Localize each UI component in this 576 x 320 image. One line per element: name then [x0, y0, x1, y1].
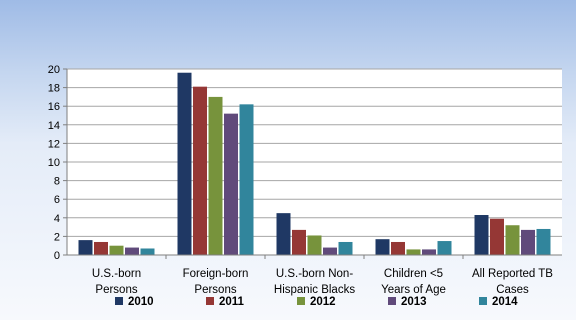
bar-2011-cat-2 [292, 229, 306, 255]
bar-2012-cat-3 [406, 249, 421, 255]
category-label: Foreign-born [183, 268, 249, 280]
bar-2014-cat-3 [437, 241, 452, 255]
legend-item-2014: 2014 [479, 296, 518, 308]
legend-item-2010: 2010 [115, 296, 154, 308]
legend-label: 2014 [492, 296, 518, 308]
category-label: Hispanic Blacks [274, 284, 355, 296]
y-tick-label: 2 [54, 231, 60, 243]
category-label: U.S.-born [92, 268, 141, 280]
bar-2010-cat-0 [78, 240, 93, 255]
legend-item-2012: 2012 [297, 296, 336, 308]
bar-2012-cat-2 [307, 235, 322, 255]
legend-item-2013: 2013 [388, 296, 427, 308]
bar-2012-cat-0 [109, 245, 124, 255]
bar-2014-cat-4 [536, 228, 551, 255]
bar-2011-cat-1 [193, 86, 207, 255]
gridlines [67, 68, 562, 255]
bar-2011-cat-3 [391, 241, 405, 255]
category-label: All Reported TB [472, 268, 553, 280]
bar-2014-cat-2 [338, 241, 353, 255]
bar-2013-cat-2 [323, 247, 337, 255]
legend-swatch [115, 297, 123, 305]
legend-swatch [206, 297, 214, 305]
bar-2013-cat-4 [521, 229, 535, 255]
category-label: Years of Age [381, 284, 446, 296]
legend-label: 2012 [310, 296, 336, 308]
legend-swatch [479, 297, 487, 305]
y-tick-label: 8 [54, 176, 60, 188]
legend-label: 2011 [219, 296, 245, 308]
y-tick-label: 14 [48, 120, 60, 132]
category-label: Children <5 [384, 268, 443, 280]
legend-item-2011: 2011 [206, 296, 245, 308]
y-tick-label: 10 [48, 157, 60, 169]
category-labels: U.S.-born Persons Foreign-born Persons U.S.-… [92, 268, 553, 296]
bar-2012-cat-1 [208, 96, 223, 256]
legend-label: 2010 [128, 296, 154, 308]
bar-2013-cat-1 [224, 113, 238, 255]
legend-swatch [297, 297, 305, 305]
category-label: Cases [496, 284, 529, 296]
bar-2014-cat-1 [239, 104, 254, 255]
y-tick-label: 18 [48, 83, 60, 95]
bar-2014-cat-0 [140, 248, 155, 255]
bar-2010-cat-3 [375, 239, 390, 255]
y-tick-labels: 0 2 4 6 8 10 12 14 16 18 20 [48, 64, 60, 262]
category-label: U.S.-born Non- [276, 268, 354, 280]
y-tick-label: 4 [54, 213, 60, 225]
bar-2010-cat-4 [474, 215, 489, 255]
category-label: Persons [194, 284, 236, 296]
category-label: Persons [95, 284, 137, 296]
bar-2011-cat-0 [94, 241, 108, 255]
legend-swatch [388, 297, 396, 305]
y-tick-label: 6 [54, 194, 60, 206]
bar-2013-cat-3 [422, 249, 436, 255]
legend-label: 2013 [401, 296, 427, 308]
y-tick-label: 0 [54, 250, 60, 262]
bar-2012-cat-4 [505, 225, 520, 255]
axes [63, 68, 562, 259]
bar-2010-cat-1 [177, 72, 192, 255]
bar-2011-cat-4 [490, 218, 504, 255]
y-tick-label: 20 [48, 64, 60, 76]
bar-2013-cat-0 [125, 247, 139, 255]
bars [78, 72, 551, 256]
y-tick-label: 12 [48, 138, 60, 150]
bar-2010-cat-2 [276, 213, 291, 255]
y-tick-label: 16 [48, 101, 60, 113]
legend: 2010 2011 2012 2013 2014 [115, 296, 518, 308]
